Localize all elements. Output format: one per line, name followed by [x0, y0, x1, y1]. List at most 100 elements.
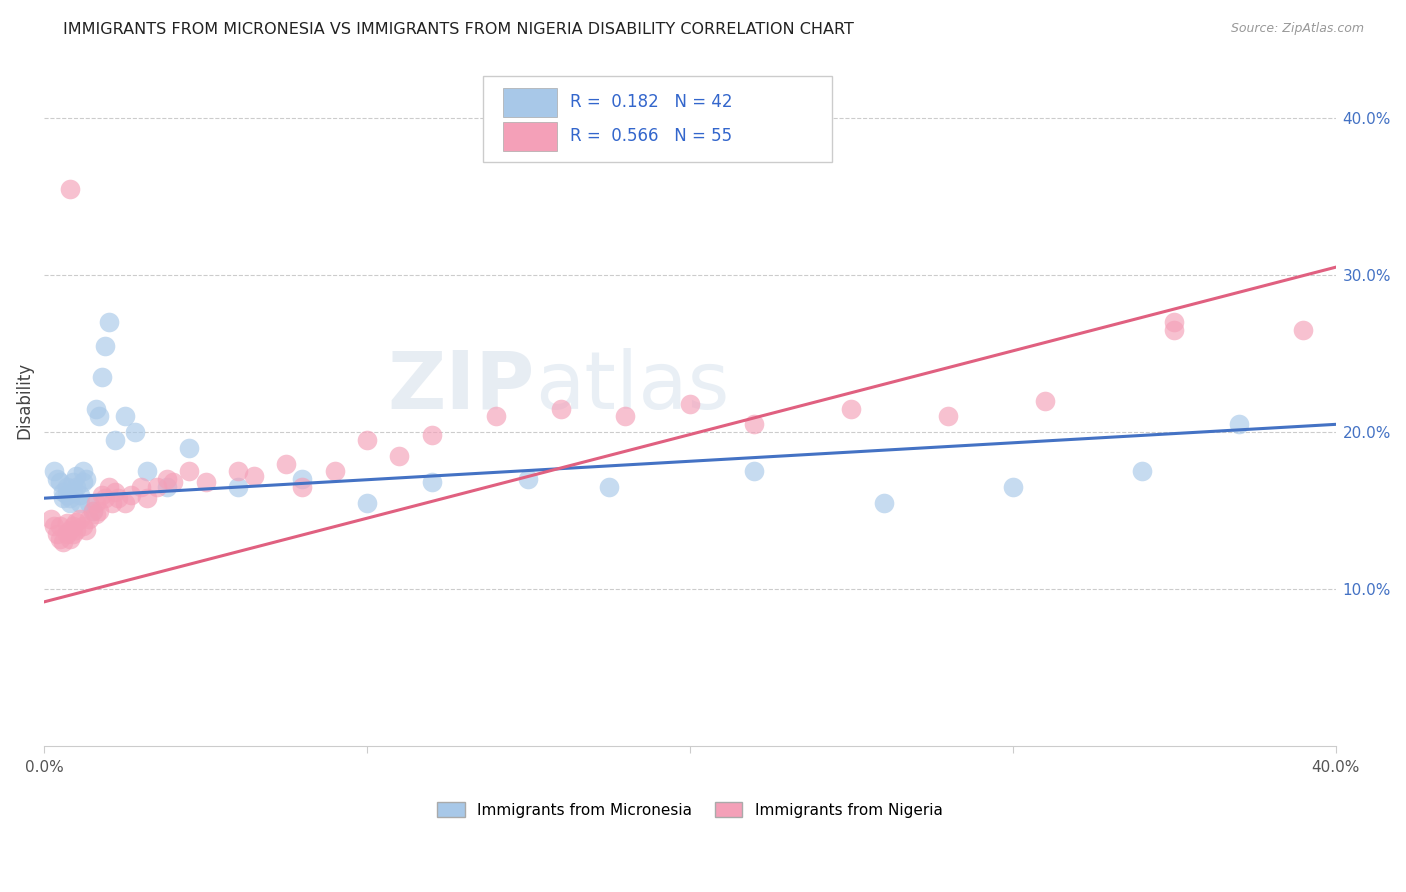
- Point: [59, 532, 82, 546]
- Point: [388, 449, 411, 463]
- Point: [65, 480, 87, 494]
- Point: [39, 511, 62, 525]
- Point: [75, 523, 97, 537]
- Point: [420, 475, 443, 490]
- Point: [1227, 417, 1250, 432]
- Point: [744, 465, 766, 479]
- Point: [87, 504, 110, 518]
- Point: [936, 409, 959, 424]
- Point: [94, 339, 117, 353]
- Point: [114, 409, 136, 424]
- Point: [129, 480, 152, 494]
- FancyBboxPatch shape: [502, 87, 557, 117]
- Y-axis label: Disability: Disability: [15, 362, 32, 440]
- Point: [62, 484, 84, 499]
- Point: [1163, 315, 1185, 329]
- Point: [120, 488, 142, 502]
- Point: [65, 515, 87, 529]
- Point: [59, 182, 82, 196]
- Point: [226, 465, 249, 479]
- Point: [84, 496, 107, 510]
- Point: [94, 491, 117, 506]
- Point: [194, 475, 217, 490]
- Point: [49, 475, 72, 490]
- Point: [84, 401, 107, 416]
- Point: [550, 401, 572, 416]
- Point: [49, 519, 72, 533]
- Point: [146, 480, 169, 494]
- Point: [124, 425, 146, 440]
- Point: [72, 465, 94, 479]
- Point: [517, 472, 540, 486]
- Point: [1292, 323, 1315, 337]
- Point: [276, 457, 298, 471]
- Point: [114, 496, 136, 510]
- Point: [82, 504, 104, 518]
- Point: [62, 519, 84, 533]
- Point: [69, 511, 91, 525]
- Point: [104, 433, 127, 447]
- Point: [65, 469, 87, 483]
- Point: [744, 417, 766, 432]
- Point: [356, 496, 378, 510]
- Point: [59, 491, 82, 506]
- Point: [136, 465, 159, 479]
- Point: [55, 516, 77, 531]
- Point: [79, 511, 101, 525]
- Point: [72, 519, 94, 533]
- Point: [91, 488, 114, 502]
- Point: [226, 480, 249, 494]
- Point: [42, 465, 65, 479]
- Point: [55, 480, 77, 494]
- Point: [291, 480, 314, 494]
- FancyBboxPatch shape: [484, 76, 832, 162]
- Point: [62, 475, 84, 490]
- Point: [598, 480, 620, 494]
- Point: [1130, 465, 1153, 479]
- Point: [243, 469, 266, 483]
- Point: [52, 484, 75, 499]
- Point: [179, 441, 201, 455]
- Point: [291, 472, 314, 486]
- Point: [72, 475, 94, 490]
- Point: [179, 465, 201, 479]
- Text: R =  0.566   N = 55: R = 0.566 N = 55: [569, 127, 733, 145]
- Point: [62, 527, 84, 541]
- Point: [872, 496, 894, 510]
- Point: [323, 465, 346, 479]
- Point: [97, 315, 120, 329]
- Point: [87, 409, 110, 424]
- Point: [91, 370, 114, 384]
- Text: ZIP: ZIP: [388, 348, 534, 426]
- Point: [104, 484, 127, 499]
- Point: [679, 397, 702, 411]
- Point: [46, 527, 69, 541]
- Text: R =  0.182   N = 42: R = 0.182 N = 42: [569, 93, 733, 112]
- Point: [839, 401, 862, 416]
- Point: [1033, 393, 1056, 408]
- Text: IMMIGRANTS FROM MICRONESIA VS IMMIGRANTS FROM NIGERIA DISABILITY CORRELATION CHA: IMMIGRANTS FROM MICRONESIA VS IMMIGRANTS…: [63, 22, 855, 37]
- Point: [97, 480, 120, 494]
- Point: [1001, 480, 1024, 494]
- Point: [52, 491, 75, 506]
- Point: [356, 433, 378, 447]
- Point: [69, 488, 91, 502]
- Point: [107, 491, 129, 506]
- Point: [1163, 323, 1185, 337]
- Point: [136, 491, 159, 506]
- Point: [59, 496, 82, 510]
- Point: [75, 472, 97, 486]
- Point: [156, 480, 179, 494]
- Point: [101, 496, 124, 510]
- Text: Source: ZipAtlas.com: Source: ZipAtlas.com: [1230, 22, 1364, 36]
- Point: [84, 507, 107, 521]
- Point: [420, 428, 443, 442]
- Point: [49, 532, 72, 546]
- Point: [55, 488, 77, 502]
- Point: [46, 472, 69, 486]
- Point: [55, 527, 77, 541]
- Legend: Immigrants from Micronesia, Immigrants from Nigeria: Immigrants from Micronesia, Immigrants f…: [432, 796, 949, 823]
- Text: atlas: atlas: [534, 348, 730, 426]
- Point: [52, 535, 75, 549]
- Point: [156, 472, 179, 486]
